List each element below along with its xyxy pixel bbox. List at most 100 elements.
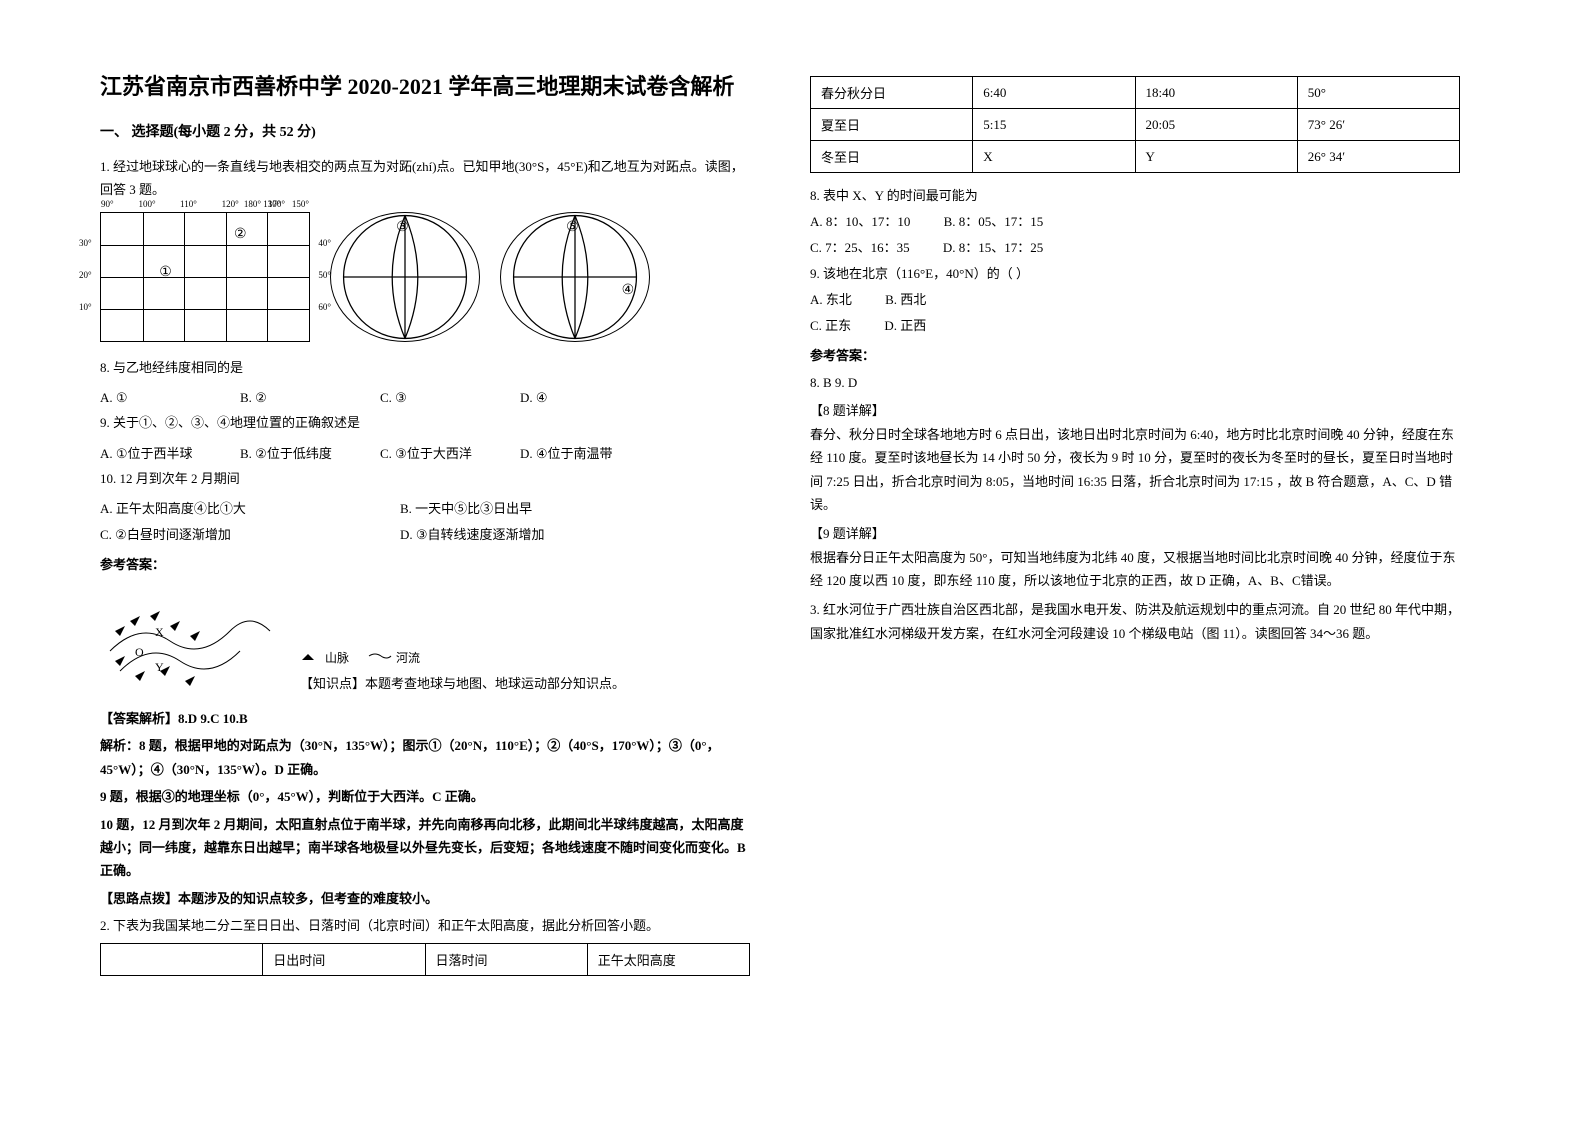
note-text: 山脉 河流 【知识点】本题考查地球与地图、地球运动部分知识点。 [300,649,625,701]
rq9-opt-b: B. 西北 [885,292,926,307]
ans-p1: 解析：8 题，根据甲地的对跖点为（30°N，135°W）；图示①（20°N，11… [100,734,750,781]
globe-2: ⑤ ④ 180° [500,212,650,342]
cell: 5:15 [973,109,1135,141]
right-answer-line: 8. B 9. D [810,370,1460,396]
mountain-figure: X O Y [100,581,280,701]
svg-text:O: O [135,645,144,659]
cell: 冬至日 [811,141,973,173]
rq9: 9. 该地在北京（116°E，40°N）的（ ） [810,261,1460,287]
figure-row: 90° 100° 110° 120° 130° 30° 20° 10° ① 18… [100,212,750,342]
q10-opt-b: B. 一天中⑤比③日出早 [400,496,700,522]
globe-1: ③ 180° [330,212,480,342]
cell: 73° 26′ [1297,109,1459,141]
cell: X [973,141,1135,173]
th-sunset: 日落时间 [425,944,587,976]
legend-river-label: 河流 [396,651,420,665]
expl8: 春分、秋分日时全球各地地方时 6 点日出，该地日出时北京时间为 6:40，地方时… [810,423,1460,517]
q8-opt-c: C. ③ [380,385,520,411]
q10-opt-a: A. 正午太阳高度④比①大 [100,496,400,522]
left-column: 江苏省南京市西善桥中学 2020-2021 学年高三地理期末试卷含解析 一、 选… [100,70,750,1052]
lon-label: 150° [292,199,309,209]
marker-4: ④ [622,282,635,299]
lon-label: 100° [138,199,155,209]
th-sunrise: 日出时间 [263,944,425,976]
q8-opt-d: D. ④ [520,385,660,411]
table-row: 冬至日 X Y 26° 34′ [811,141,1460,173]
lon-label: 180° [244,199,261,209]
lon-label: 110° [180,199,197,209]
legend-mountain: 山脉 [300,649,349,666]
cell: 20:05 [1135,109,1297,141]
right-answer-heading: 参考答案： [810,345,1460,364]
q2-intro: 2. 下表为我国某地二分二至日日出、日落时间（北京时间）和正午太阳高度，据此分析… [100,914,750,937]
lon-label: 120° [222,199,239,209]
cell: 夏至日 [811,109,973,141]
ans-p3: 10 题，12 月到次年 2 月期间，太阳直射点位于南半球，并先向南移再向北移，… [100,813,750,883]
cell: 6:40 [973,77,1135,109]
rq8-opts-1: A. 8：10、17：10 B. 8：05、17：15 [810,209,1460,235]
svg-text:Y: Y [155,660,164,674]
q9-opts: A. ①位于西半球 B. ②位于低纬度 C. ③位于大西洋 D. ④位于南温带 [100,441,750,467]
q8-opt-a: A. ① [100,385,240,411]
svg-text:X: X [155,625,164,639]
rq9-opts-1: A. 东北 B. 西北 [810,287,1460,313]
table-row: 夏至日 5:15 20:05 73° 26′ [811,109,1460,141]
small-figure: X O Y 山脉 河流 【知识点】本题考查地球与地图、地球运动部分知识点。 [100,581,750,701]
rq8-opt-b: B. 8：05、17：15 [944,214,1044,229]
q9-opt-c: C. ③位于大西洋 [380,441,520,467]
expl9: 根据春分日正午太阳高度为 50°，可知当地纬度为北纬 40 度，又根据当地时间比… [810,546,1460,593]
cell: 26° 34′ [1297,141,1459,173]
marker-2: ② [234,226,247,243]
rq8-opt-c: C. 7：25、16：35 [810,240,910,255]
rq8-opt-a: A. 8：10、17：10 [810,214,910,229]
lat-label: 40° [318,238,331,248]
rq9-opts-2: C. 正东 D. 正西 [810,313,1460,339]
rq9-opt-d: D. 正西 [884,318,926,333]
rq8-opt-d: D. 8：15、17：25 [943,240,1043,255]
cell: 50° [1297,77,1459,109]
ans-p4: 【思路点拨】本题涉及的知识点较多，但考查的难度较小。 [100,887,750,910]
lat-label: 30° [79,238,92,248]
table-header-only: 日出时间 日落时间 正午太阳高度 [100,943,750,976]
legend-river: 河流 [367,649,420,666]
lon-grid-1: 90° 100° 110° 120° 130° 30° 20° 10° ① 18… [100,212,310,342]
q10-opt-c: C. ②白昼时间逐渐增加 [100,522,400,548]
doc-title: 江苏省南京市西善桥中学 2020-2021 学年高三地理期末试卷含解析 [100,70,750,103]
lon-label: 170° [268,199,285,209]
q9-opt-d: D. ④位于南温带 [520,441,660,467]
q3-intro: 3. 红水河位于广西壮族自治区西北部，是我国水电开发、防洪及航运规划中的重点河流… [810,598,1460,645]
q9-opt-a: A. ①位于西半球 [100,441,240,467]
cell: Y [1135,141,1297,173]
lat-label: 10° [79,302,92,312]
rq9-opt-a: A. 东北 [810,292,852,307]
data-table: 春分秋分日 6:40 18:40 50° 夏至日 5:15 20:05 73° … [810,76,1460,173]
q10: 10. 12 月到次年 2 月期间 [100,467,750,490]
cell: 春分秋分日 [811,77,973,109]
rq9-opt-c: C. 正东 [810,318,851,333]
q9-opt-b: B. ②位于低纬度 [240,441,380,467]
lat-label: 20° [79,270,92,280]
ans-p2: 9 题，根据③的地理坐标（0°，45°W），判断位于大西洋。C 正确。 [100,785,750,808]
marker-3: ③ [396,219,409,236]
expl9-head: 【9 题详解】 [810,523,1460,542]
rq8: 8. 表中 X、Y 的时间最可能为 [810,183,1460,209]
marker-1: ① [159,264,172,281]
knowledge-note: 【知识点】本题考查地球与地图、地球运动部分知识点。 [300,672,625,695]
answer-heading: 参考答案： [100,554,750,573]
lon-label: 90° [101,199,114,209]
q1-intro: 1. 经过地球球心的一条直线与地表相交的两点互为对跖(zhí)点。已知甲地(30… [100,155,750,202]
lat-label: 60° [318,302,331,312]
th-empty [101,944,263,976]
marker-5: ⑤ [566,219,579,236]
section-heading: 一、 选择题(每小题 2 分，共 52 分) [100,121,750,141]
legend-mountain-label: 山脉 [325,651,349,665]
cell: 18:40 [1135,77,1297,109]
legend: 山脉 河流 [300,649,625,666]
q10-opt-d: D. ③自转线速度逐渐增加 [400,522,700,548]
q10-opts: A. 正午太阳高度④比①大 B. 一天中⑤比③日出早 C. ②白昼时间逐渐增加 … [100,496,750,548]
q8-opt-b: B. ② [240,385,380,411]
q9: 9. 关于①、②、③、④地理位置的正确叙述是 [100,411,750,434]
expl8-head: 【8 题详解】 [810,400,1460,419]
q8: 8. 与乙地经纬度相同的是 [100,356,750,379]
q8-opts: A. ① B. ② C. ③ D. ④ [100,385,750,411]
